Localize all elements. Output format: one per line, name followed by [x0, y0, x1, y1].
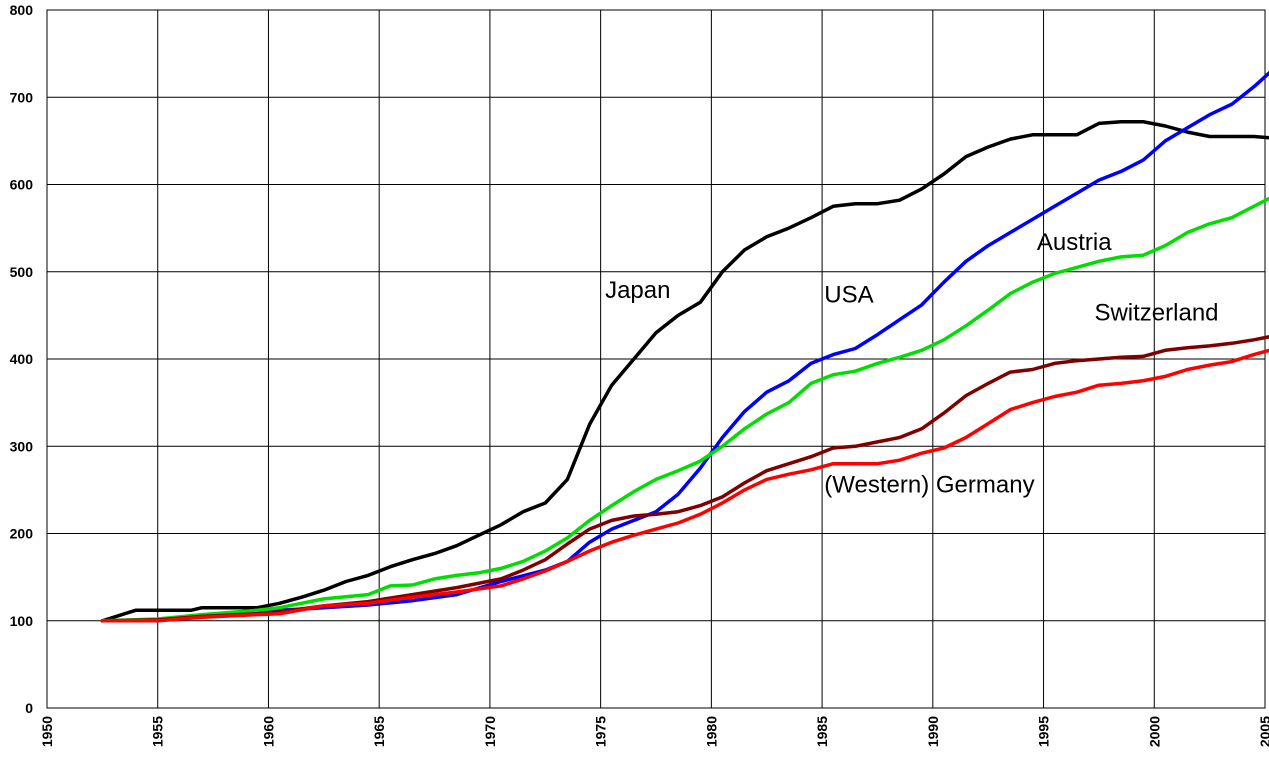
plot-frame [46, 9, 1266, 709]
x-tick-label: 1985 [814, 716, 830, 747]
x-tick-label: 1965 [371, 716, 387, 747]
x-tick-label: 1950 [39, 716, 55, 747]
y-tick-label: 400 [10, 351, 34, 367]
y-tick-label: 700 [10, 89, 34, 105]
x-tick-label: 1975 [593, 716, 609, 747]
y-tick-label: 300 [10, 438, 34, 454]
series-label-austria: Austria [1037, 229, 1112, 256]
y-tick-label: 200 [10, 526, 34, 542]
series-label-switzerland: Switzerland [1094, 300, 1218, 327]
series-line-usa [100, 70, 1269, 623]
series-line-western-germany [100, 348, 1269, 623]
x-tick-label: 1970 [482, 716, 498, 747]
series-label-japan: Japan [605, 277, 670, 304]
x-tick-label: 2005 [1257, 716, 1269, 747]
grid-lines [46, 9, 1266, 709]
series-label-usa: USA [824, 281, 873, 308]
series-labels: Japan USA Austria Switzerland (Western) Germ… [605, 229, 1218, 499]
x-tick-label: 1960 [260, 716, 276, 747]
y-tick-label: 600 [10, 177, 34, 193]
series-lines [100, 70, 1269, 623]
x-tick-label: 1980 [703, 716, 719, 747]
x-tick-label: 1995 [1036, 716, 1052, 747]
series-line-japan [100, 119, 1269, 623]
y-tick-label: 500 [10, 264, 34, 280]
series-line-switzerland [100, 335, 1269, 623]
x-tick-label: 2000 [1146, 716, 1162, 747]
y-tick-label: 0 [25, 700, 33, 716]
series-label-western-germany: (Western) Germany [824, 471, 1034, 498]
series-line-austria [100, 196, 1269, 623]
y-tick-label: 800 [10, 2, 34, 18]
tick-labels: 0 100 200 300 400 500 600 700 800 1950 1955 1960 196… [10, 2, 1269, 747]
y-tick-label: 100 [10, 613, 34, 629]
x-tick-label: 1990 [925, 716, 941, 747]
x-tick-label: 1955 [150, 716, 166, 747]
